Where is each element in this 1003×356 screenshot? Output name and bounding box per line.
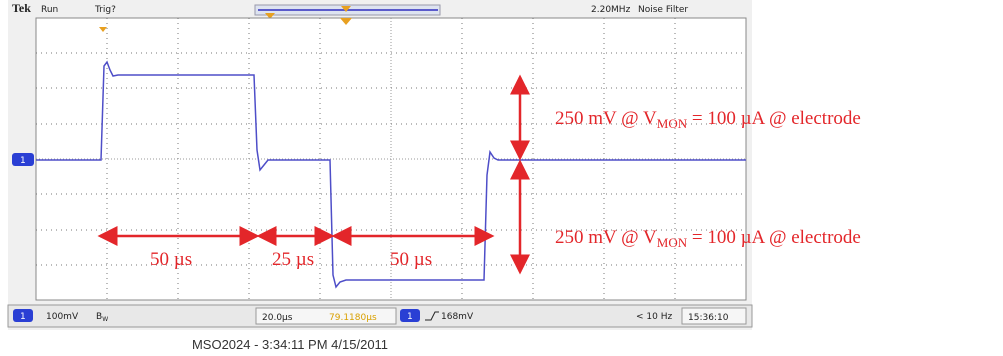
label-text: = 100 µA @ electrode bbox=[687, 227, 861, 248]
frequency: < 10 Hz bbox=[636, 312, 672, 322]
duration-label: 50 µs bbox=[390, 249, 432, 270]
clock: 15:36:10 bbox=[688, 313, 729, 323]
position: 79.1180µs bbox=[329, 313, 377, 323]
page: Tek Run Trig? 2.20MHz Noise Filter 1 bbox=[0, 0, 1003, 356]
channel: 1 bbox=[20, 312, 26, 322]
duration-label: 25 µs bbox=[272, 249, 314, 270]
trigger-status: Trig? bbox=[94, 5, 116, 15]
filter: Noise Filter bbox=[638, 5, 688, 15]
label-sub: MON bbox=[657, 116, 688, 131]
volts-per-div: 100mV bbox=[46, 312, 79, 322]
run-status: Run bbox=[41, 5, 58, 15]
brand: Tek bbox=[12, 1, 31, 15]
label-sub: MON bbox=[657, 235, 688, 250]
label-text: 250 mV @ V bbox=[555, 227, 657, 248]
amplitude-label: 250 mV @ VMON = 100 µA @ electrode bbox=[555, 108, 861, 131]
channel-marker: 1 bbox=[20, 156, 26, 166]
amplitude-label: 250 mV @ VMON = 100 µA @ electrode bbox=[555, 227, 861, 250]
timebase: 20.0µs bbox=[262, 313, 293, 323]
trigger-channel: 1 bbox=[407, 312, 413, 322]
bandwidth: 2.20MHz bbox=[591, 5, 631, 15]
label-text: 250 mV @ V bbox=[555, 108, 657, 129]
duration-label: 50 µs bbox=[150, 249, 192, 270]
label-text: = 100 µA @ electrode bbox=[687, 108, 861, 129]
footer: MSO2024 - 3:34:11 PM 4/15/2011 bbox=[192, 337, 388, 352]
bw-sub: W bbox=[102, 316, 108, 323]
trigger-level: 168mV bbox=[441, 312, 474, 322]
status-bar: 1 100mV BW 20.0µs 79.1180µs 1 168mV < 10… bbox=[8, 305, 752, 327]
